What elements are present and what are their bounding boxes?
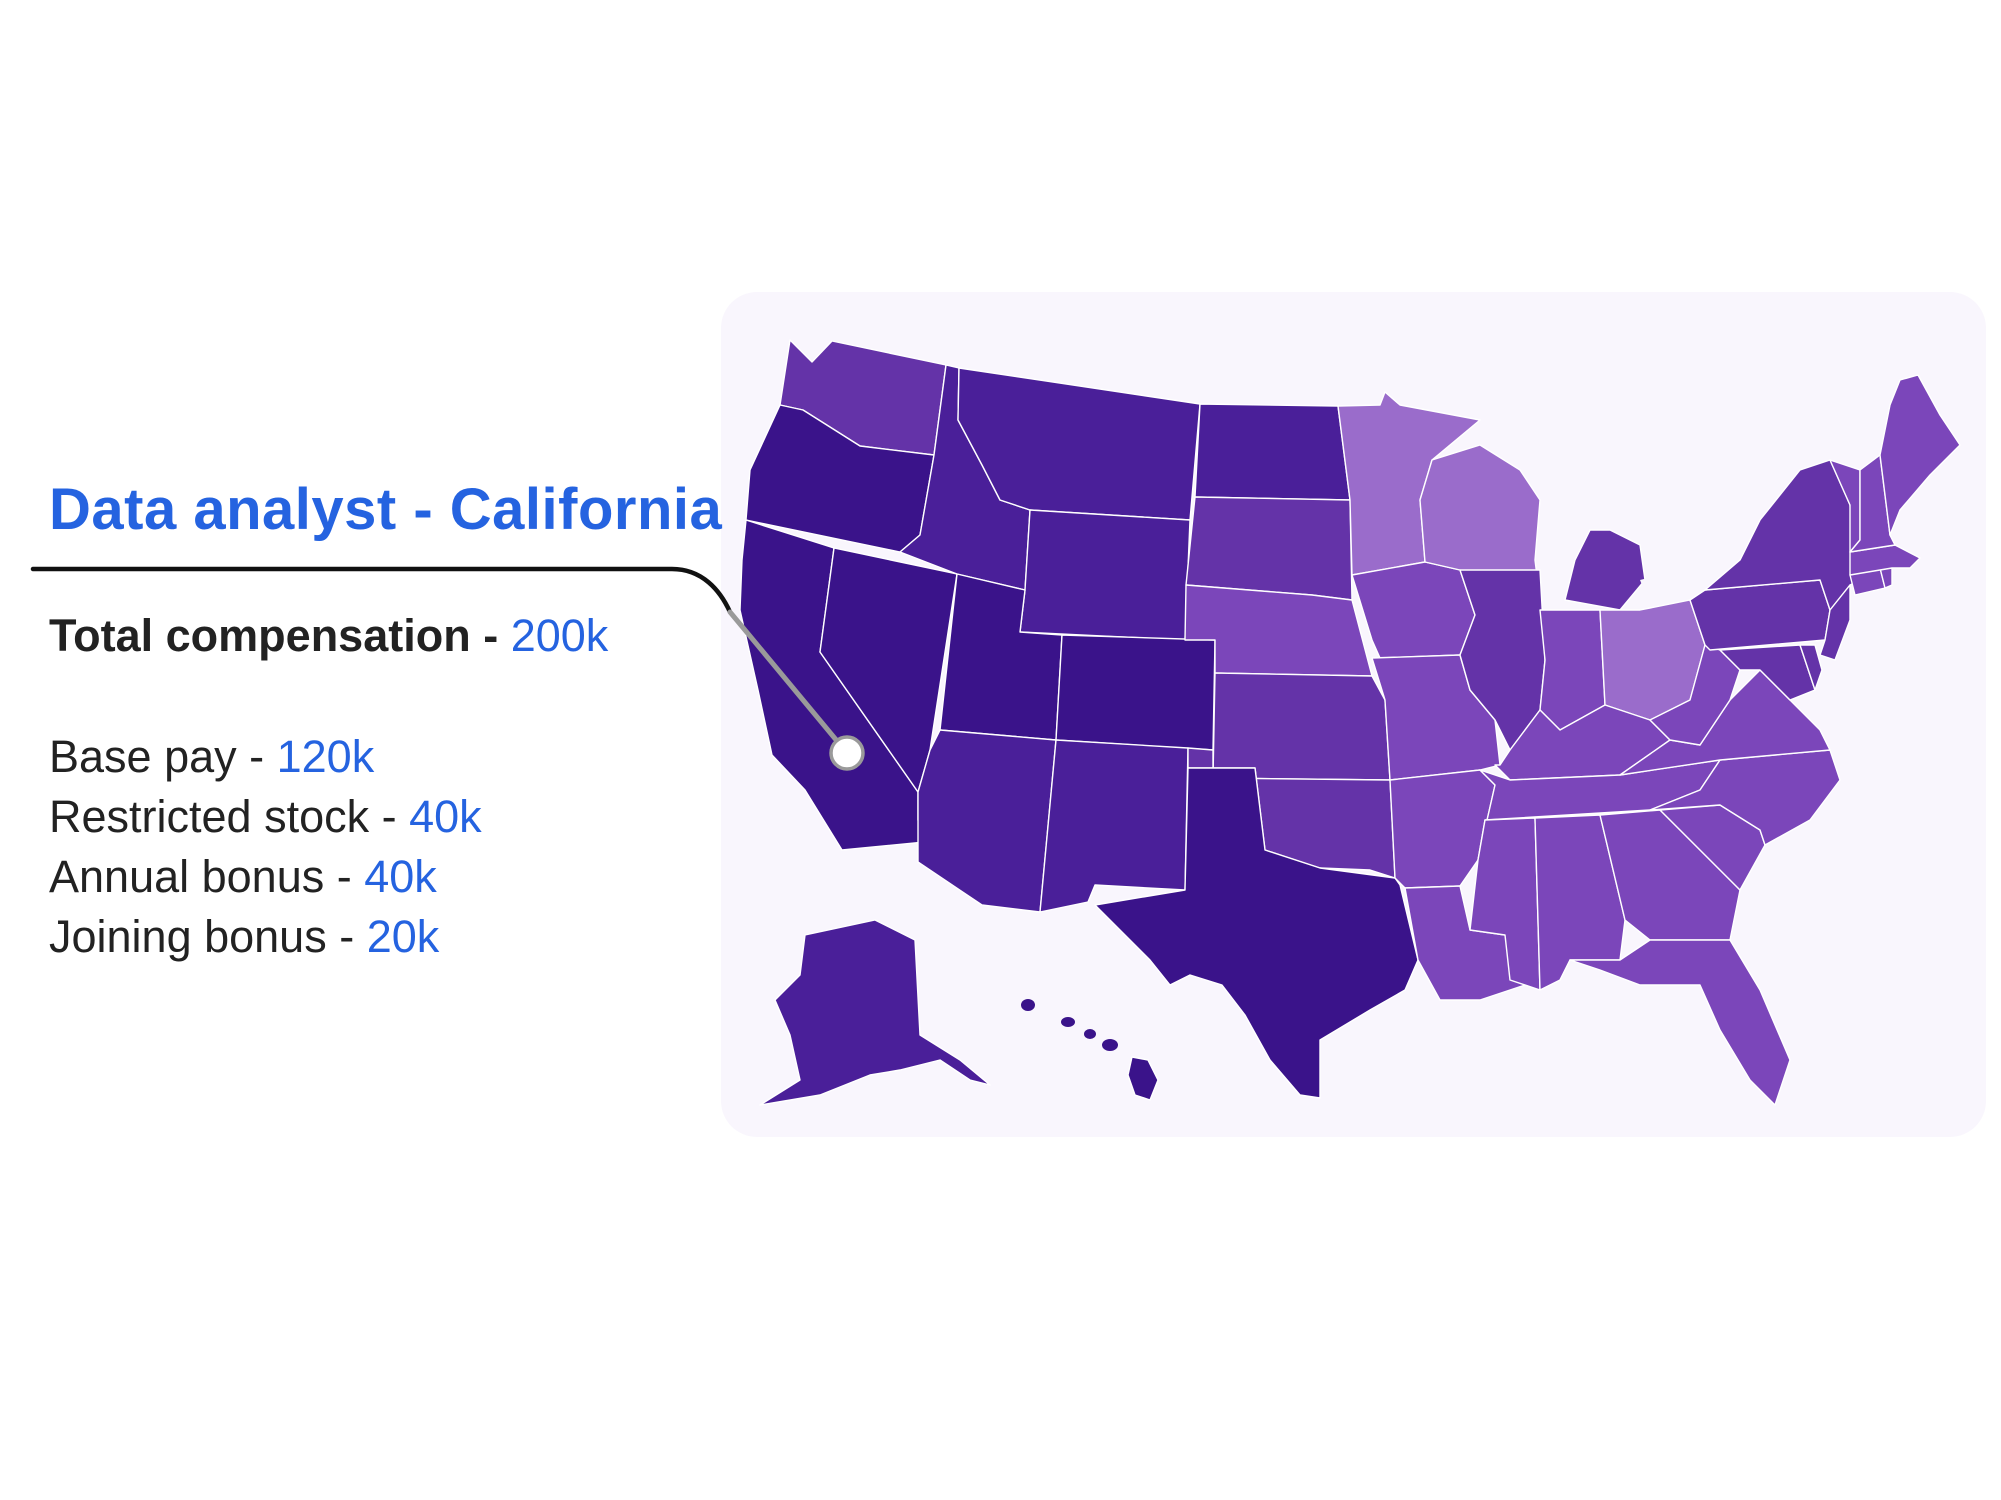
state-new-mexico[interactable]	[1039, 739, 1189, 913]
state-wyoming[interactable]	[1019, 509, 1191, 641]
state-north-carolina[interactable]	[1649, 749, 1841, 846]
state-hawaii[interactable]	[1127, 1056, 1159, 1101]
joining-bonus-line: Joining bonus - 20k	[49, 911, 439, 963]
state-colorado[interactable]	[1055, 634, 1216, 751]
state-new-jersey[interactable]	[1819, 584, 1851, 661]
hawaii-island-4	[1102, 1039, 1118, 1051]
state-florida[interactable]	[1569, 939, 1791, 1106]
state-maine[interactable]	[1879, 374, 1961, 536]
annual-bonus-label: Annual bonus -	[49, 851, 365, 902]
restricted-stock-value: 40k	[409, 791, 482, 842]
state-iowa[interactable]	[1351, 561, 1476, 659]
total-compensation-label: Total compensation -	[49, 610, 511, 661]
state-kansas[interactable]	[1212, 672, 1391, 781]
restricted-stock-line: Restricted stock - 40k	[49, 791, 482, 843]
restricted-stock-label: Restricted stock -	[49, 791, 410, 842]
state-pennsylvania[interactable]	[1689, 579, 1831, 651]
leader-line	[30, 566, 733, 615]
state-texas[interactable]	[1094, 767, 1419, 1099]
base-pay-label: Base pay -	[49, 731, 277, 782]
total-compensation-value: 200k	[510, 610, 609, 661]
state-michigan[interactable]	[1564, 529, 1646, 611]
hawaii-island-1	[1021, 999, 1035, 1011]
hawaii-island-2	[1061, 1017, 1075, 1027]
state-arizona[interactable]	[917, 729, 1057, 913]
state-alaska[interactable]	[759, 919, 991, 1106]
base-pay-line: Base pay - 120k	[49, 731, 374, 783]
lake-1	[1560, 505, 1640, 528]
annual-bonus-value: 40k	[364, 851, 437, 902]
state-south-dakota[interactable]	[1185, 496, 1353, 601]
lake-2	[1640, 575, 1670, 605]
joining-bonus-label: Joining bonus -	[49, 911, 367, 962]
us-choropleth-map	[739, 339, 1961, 1106]
annual-bonus-line: Annual bonus - 40k	[49, 851, 437, 903]
total-compensation-line: Total compensation - 200k	[49, 610, 608, 662]
state-delaware[interactable]	[1799, 644, 1823, 691]
callout-title: Data analyst - California	[49, 477, 723, 542]
joining-bonus-value: 20k	[366, 911, 440, 962]
base-pay-value: 120k	[276, 731, 375, 782]
us-map-card	[721, 292, 1986, 1137]
hawaii-island-3	[1084, 1029, 1096, 1039]
state-north-dakota[interactable]	[1194, 403, 1351, 501]
